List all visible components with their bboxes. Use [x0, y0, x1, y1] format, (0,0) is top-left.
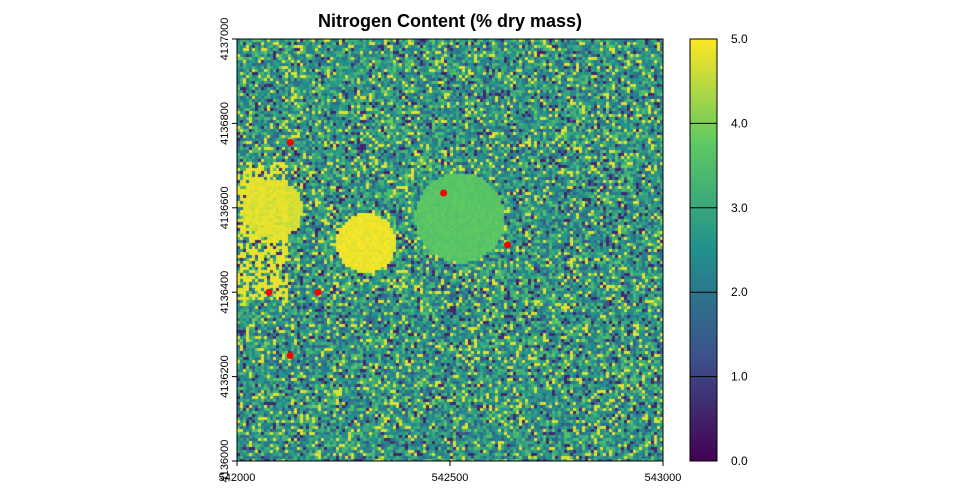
colorbar-tick-label: 1.0: [731, 370, 748, 384]
x-tick-label: 542500: [432, 472, 469, 484]
y-tick-label: 4137000: [219, 18, 231, 61]
y-tick-label: 4136000: [219, 440, 231, 483]
colorbar-tick-label: 0.0: [731, 454, 748, 468]
colorbar-tick-label: 5.0: [731, 32, 748, 46]
sample-point: [286, 138, 294, 146]
x-tick-label: 543000: [645, 472, 682, 484]
y-tick-label: 4136800: [219, 102, 231, 145]
x-tick-label: 542000: [219, 472, 256, 484]
y-tick-label: 4136400: [219, 271, 231, 314]
y-tick-label: 4136600: [219, 186, 231, 229]
nitrogen-raster: [237, 39, 663, 461]
chart-title: Nitrogen Content (% dry mass): [318, 11, 582, 31]
sample-point: [265, 288, 273, 296]
sample-point: [504, 241, 512, 249]
sample-point: [440, 189, 448, 197]
sample-points: [265, 138, 512, 359]
sample-point: [286, 352, 294, 359]
y-axis: 4136000 4136200 4136400 4136600 4136800 41370…: [219, 18, 237, 483]
x-axis: 542000 542500 543000: [219, 461, 682, 484]
colorbar-ticks: 0.0 1.0 2.0 3.0 4.0 5.0: [690, 32, 748, 468]
colorbar: [689, 38, 718, 462]
y-tick-label: 4136200: [219, 355, 231, 398]
raster-image: [237, 39, 663, 461]
colorbar-tick-label: 2.0: [731, 285, 748, 299]
colorbar-tick-label: 3.0: [731, 201, 748, 215]
sample-point: [314, 288, 322, 296]
colorbar-tick-label: 4.0: [731, 116, 748, 130]
